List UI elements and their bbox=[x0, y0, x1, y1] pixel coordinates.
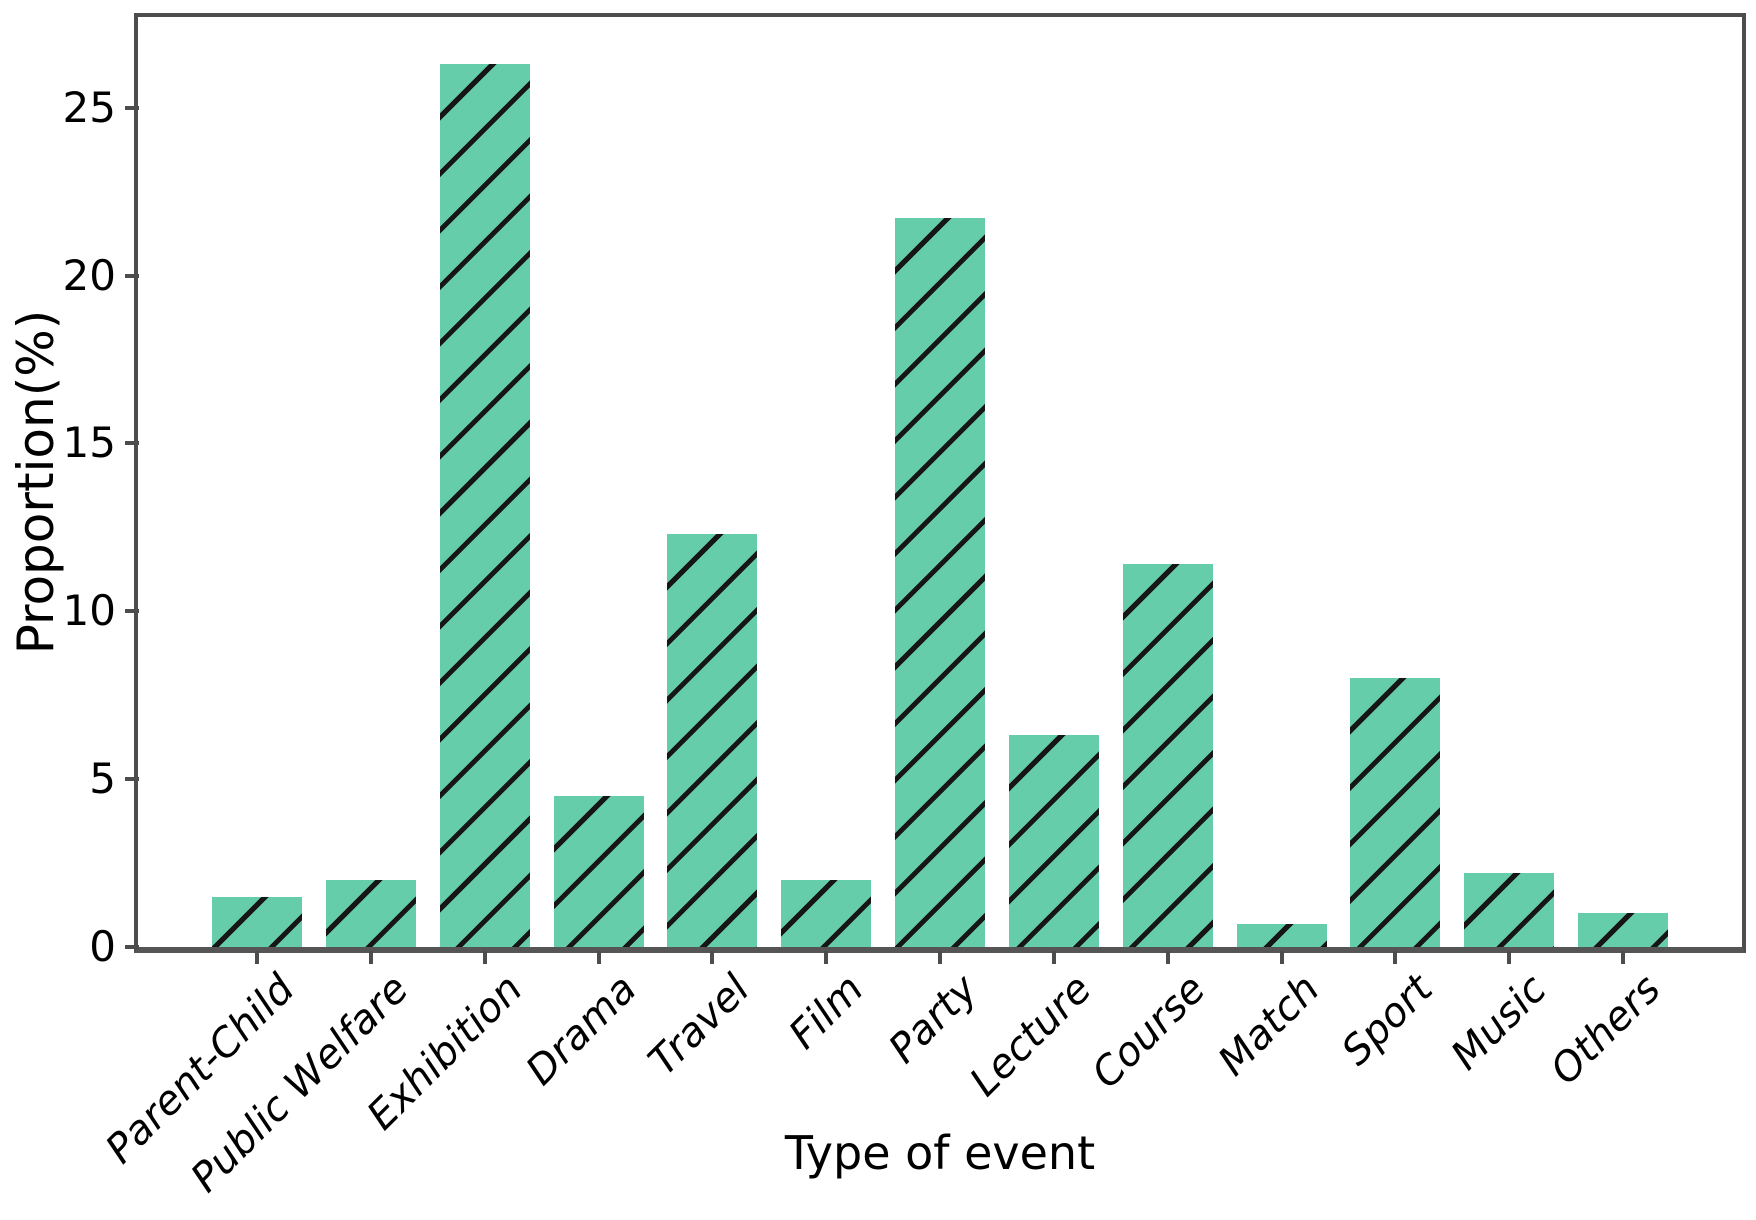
x-tick-10 bbox=[1279, 951, 1284, 964]
x-tick-9 bbox=[1165, 951, 1170, 964]
bar-exhibition bbox=[439, 64, 530, 947]
bar-others bbox=[1578, 913, 1668, 947]
y-tick-label-15: 15 bbox=[62, 418, 116, 468]
bar-match bbox=[1236, 923, 1327, 947]
y-tick-10 bbox=[125, 609, 139, 614]
x-tick-6 bbox=[824, 951, 829, 964]
plot-area bbox=[134, 13, 1746, 953]
y-tick-label-25: 25 bbox=[62, 82, 116, 132]
x-tick-1 bbox=[255, 951, 259, 964]
y-tick-label-5: 5 bbox=[89, 754, 116, 804]
bar-sport bbox=[1350, 678, 1441, 947]
bar-music bbox=[1464, 873, 1555, 947]
y-tick-label-20: 20 bbox=[62, 250, 116, 300]
bar-party bbox=[895, 218, 985, 947]
y-tick-5 bbox=[125, 777, 139, 782]
x-tick-4 bbox=[596, 951, 601, 964]
x-tick-13 bbox=[1621, 951, 1625, 964]
x-tick-8 bbox=[1051, 951, 1056, 964]
x-axis-title: Type of event bbox=[784, 1126, 1096, 1180]
y-tick-label-10: 10 bbox=[62, 586, 116, 636]
x-tick-3 bbox=[482, 951, 487, 964]
x-tick-7 bbox=[938, 951, 942, 964]
y-tick-0 bbox=[125, 945, 139, 949]
y-tick-25 bbox=[125, 105, 139, 110]
y-tick-20 bbox=[125, 273, 139, 278]
bar-public-welfare bbox=[325, 879, 416, 947]
y-tick-label-0: 0 bbox=[89, 922, 116, 971]
bar-film bbox=[781, 879, 872, 947]
bar-lecture bbox=[1008, 735, 1099, 947]
bar-travel bbox=[667, 534, 758, 947]
x-tick-11 bbox=[1393, 951, 1398, 964]
bar-course bbox=[1122, 564, 1213, 947]
bar-drama bbox=[553, 795, 644, 947]
x-tick-12 bbox=[1507, 951, 1512, 964]
x-tick-5 bbox=[710, 951, 715, 964]
y-tick-15 bbox=[125, 441, 139, 446]
bar-parent-child bbox=[212, 896, 302, 947]
x-tick-2 bbox=[368, 951, 373, 964]
